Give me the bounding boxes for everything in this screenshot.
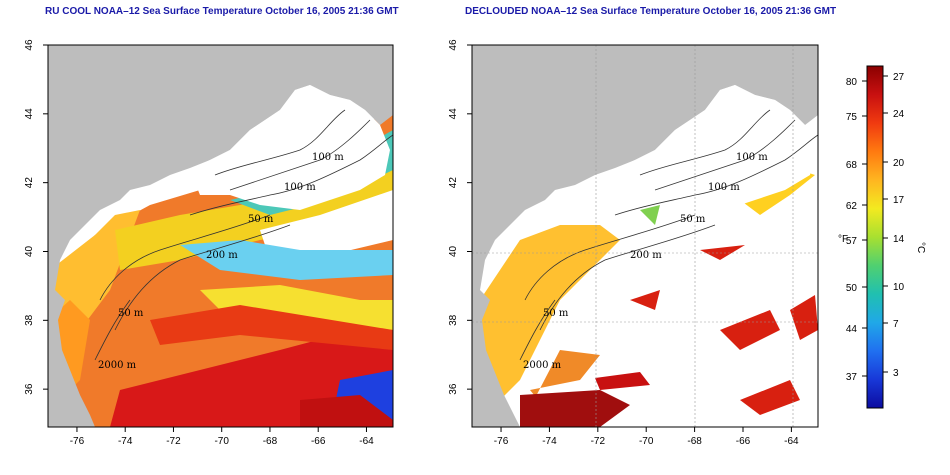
right-contour-label-2: 100 m [708, 182, 740, 193]
left-x-axis: -76 -74 -72 -70 -68 -66 -64 [70, 427, 374, 447]
c-tick-label: 14 [893, 234, 905, 245]
right-y-axis: 46 44 42 40 38 36 [448, 39, 472, 395]
y-tick-label: 42 [24, 177, 35, 189]
x-tick-label: -64 [784, 436, 799, 447]
left-contour-label-6: 2000 m [98, 360, 137, 371]
x-tick-label: -76 [494, 436, 509, 447]
right-map-panel: 100 m 100 m 50 m 200 m 50 m 2000 m -76 -7… [448, 39, 819, 447]
colorbar: 80 75 68 62 57 50 44 37 27 24 20 17 14 10 7 3 °F °C [838, 65, 926, 409]
right-contour-label-1: 100 m [736, 152, 768, 163]
x-tick-label: -74 [118, 436, 133, 447]
y-tick-label: 36 [448, 383, 459, 395]
colorbar-fahrenheit-ticks: 80 75 68 62 57 50 44 37 [846, 77, 867, 383]
left-contour-label-3: 50 m [248, 214, 274, 225]
f-tick-label: 44 [846, 324, 858, 335]
f-tick-label: 68 [846, 160, 858, 171]
y-tick-label: 42 [448, 177, 459, 189]
left-contour-label-2: 100 m [284, 182, 316, 193]
y-tick-label: 36 [24, 383, 35, 395]
left-contour-label-5: 50 m [118, 308, 144, 319]
c-tick-label: 27 [893, 72, 905, 83]
left-map-frame [47, 44, 394, 428]
f-tick-label: 37 [846, 372, 858, 383]
y-tick-label: 38 [448, 314, 459, 326]
colorbar-scale [866, 65, 884, 409]
y-tick-label: 40 [448, 245, 459, 257]
y-tick-label: 46 [448, 39, 459, 51]
right-gridlines [472, 45, 818, 427]
right-contour-label-4: 200 m [630, 250, 662, 261]
left-land [48, 45, 393, 427]
right-contour-label-5: 50 m [543, 308, 569, 319]
x-tick-label: -76 [70, 436, 85, 447]
c-tick-label: 7 [893, 319, 899, 330]
right-map-frame [471, 44, 819, 428]
c-tick-label: 3 [893, 368, 899, 379]
x-tick-label: -68 [263, 436, 278, 447]
f-tick-label: 50 [846, 283, 858, 294]
right-contour-label-3: 50 m [680, 214, 706, 225]
y-tick-label: 44 [24, 108, 35, 120]
x-tick-label: -74 [542, 436, 557, 447]
f-tick-label: 57 [846, 236, 858, 247]
left-contour-label-1: 100 m [312, 152, 344, 163]
y-tick-label: 44 [448, 108, 459, 120]
left-map-panel: 100 m 100 m 50 m 200 m 50 m 2000 m -76 -7… [24, 39, 394, 447]
c-tick-label: 17 [893, 195, 905, 206]
f-tick-label: 80 [846, 77, 858, 88]
right-map-title: DECLOUDED NOAA–12 Sea Surface Temperatur… [465, 6, 837, 17]
y-tick-label: 40 [24, 245, 35, 257]
x-tick-label: -68 [687, 436, 702, 447]
x-tick-label: -66 [736, 436, 751, 447]
right-x-axis: -76 -74 -72 -70 -68 -66 -64 [494, 427, 799, 447]
right-contours [519, 109, 818, 361]
left-map-title: RU COOL NOAA–12 Sea Surface Temperature … [45, 6, 399, 17]
f-tick-label: 62 [846, 201, 858, 212]
x-tick-label: -70 [639, 436, 654, 447]
colorbar-celsius-ticks: 27 24 20 17 14 10 7 3 [883, 72, 905, 379]
c-tick-label: 24 [893, 109, 905, 120]
left-contour-label-4: 200 m [206, 250, 238, 261]
c-tick-label: 20 [893, 158, 905, 169]
colorbar-celsius-label: °C [915, 242, 926, 253]
x-tick-label: -72 [166, 436, 181, 447]
c-tick-label: 10 [893, 282, 905, 293]
f-tick-label: 75 [846, 112, 858, 123]
x-tick-label: -66 [311, 436, 326, 447]
left-shelf-area [190, 85, 390, 210]
right-shelf-area [615, 85, 815, 210]
y-tick-label: 38 [24, 314, 35, 326]
x-tick-label: -70 [214, 436, 229, 447]
right-land [472, 45, 818, 427]
y-tick-label: 46 [24, 39, 35, 51]
right-contour-label-6: 2000 m [523, 360, 562, 371]
left-y-axis: 46 44 42 40 38 36 [24, 39, 48, 395]
left-contours [94, 109, 393, 361]
x-tick-label: -72 [591, 436, 606, 447]
x-tick-label: -64 [359, 436, 374, 447]
colorbar-fahrenheit-label: °F [838, 234, 848, 245]
